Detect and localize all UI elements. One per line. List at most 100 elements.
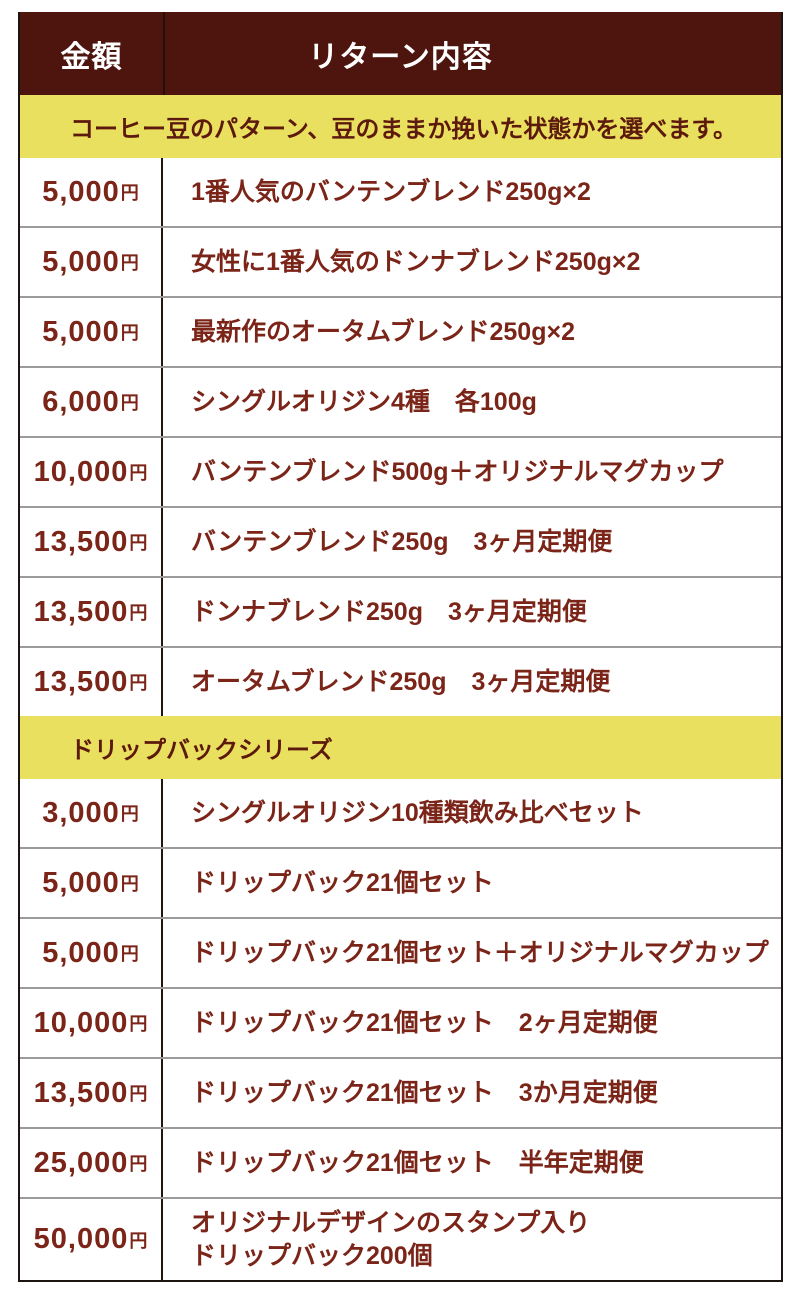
amount-cell: 5,000 円 [20,849,163,917]
amount-cell: 13,500 円 [20,1059,163,1127]
description-text: ドリップバック21個セット 3か月定期便 [191,1078,658,1107]
description-cell: ドリップバック21個セット 半年定期便 [163,1129,781,1197]
currency-suffix: 円 [120,253,139,273]
table-row: 13,500 円 バンテンブレンド250g 3ヶ月定期便 [20,506,781,576]
amount-value: 6,000 [42,385,120,418]
amount-cell: 50,000 円 [20,1199,163,1280]
description-text: 最新作のオータムブレンド250g×2 [191,317,575,346]
table-body: コーヒー豆のパターン、豆のままか挽いた状態かを選べます。 5,000 円 1番人気… [20,95,781,1280]
amount-column-header: 金額 [60,40,123,74]
description-text: ドリップバック21個セット [191,868,494,897]
description-text: ドリップバック21個セット 半年定期便 [191,1148,644,1177]
table-row: 25,000 円 ドリップバック21個セット 半年定期便 [20,1127,781,1197]
description-text: バンテンブレンド250g 3ヶ月定期便 [191,527,613,556]
description-cell: シングルオリジン4種 各100g [163,368,781,436]
description-text: バンテンブレンド500g＋オリジナルマグカップ [191,457,724,486]
table-section: コーヒー豆のパターン、豆のままか挽いた状態かを選べます。 5,000 円 1番人気… [20,95,781,716]
amount-cell: 5,000 円 [20,919,163,987]
currency-suffix: 円 [120,323,139,343]
table-row: 5,000 円 ドリップバック21個セット [20,847,781,917]
currency-suffix: 円 [129,673,148,693]
currency-suffix: 円 [129,603,148,623]
table-row: 13,500 円 ドリップバック21個セット 3か月定期便 [20,1057,781,1127]
amount-value: 13,500 [33,1076,129,1109]
description-cell: 最新作のオータムブレンド250g×2 [163,298,781,366]
table-row: 3,000 円 シングルオリジン10種類飲み比べセット [20,779,781,847]
description-text: ドリップバック21個セット 2ヶ月定期便 [191,1008,658,1037]
amount-value: 10,000 [33,1006,129,1039]
amount-cell: 10,000 円 [20,989,163,1057]
amount-cell: 13,500 円 [20,578,163,646]
currency-suffix: 円 [120,183,139,203]
table-row: 13,500 円 オータムブレンド250g 3ヶ月定期便 [20,646,781,716]
description-cell: 女性に1番人気のドンナブレンド250g×2 [163,228,781,296]
amount-value: 13,500 [33,525,129,558]
table-row: 10,000 円 バンテンブレンド500g＋オリジナルマグカップ [20,436,781,506]
description-text: 1番人気のバンテンブレンド250g×2 [191,177,591,206]
description-text: ドリップバック21個セット＋オリジナルマグカップ [191,938,769,967]
amount-value: 5,000 [42,175,120,208]
currency-suffix: 円 [129,1014,148,1034]
amount-value: 50,000 [33,1223,129,1255]
amount-value: 10,000 [33,455,129,488]
amount-value: 13,500 [33,665,129,698]
currency-suffix: 円 [129,1230,148,1251]
table-row: 5,000 円 1番人気のバンテンブレンド250g×2 [20,158,781,226]
description-cell: シングルオリジン10種類飲み比べセット [163,779,781,847]
amount-value: 5,000 [42,315,120,348]
amount-cell: 5,000 円 [20,158,163,226]
amount-cell: 25,000 円 [20,1129,163,1197]
table-section: ドリップバックシリーズ 3,000 円 シングルオリジン10種類飲み比べセット 5… [20,716,781,1280]
table-row: 10,000 円 ドリップバック21個セット 2ヶ月定期便 [20,987,781,1057]
description-text: シングルオリジン4種 各100g [191,387,537,416]
description-cell: ドリップバック21個セット [163,849,781,917]
description-text: ドンナブレンド250g 3ヶ月定期便 [191,597,587,626]
table-row: 5,000 円 最新作のオータムブレンド250g×2 [20,296,781,366]
description-cell: ドリップバック21個セット 3か月定期便 [163,1059,781,1127]
description-text: シングルオリジン10種類飲み比べセット [191,798,644,827]
table-row: 6,000 円 シングルオリジン4種 各100g [20,366,781,436]
amount-value: 5,000 [42,936,120,969]
currency-suffix: 円 [120,944,139,964]
amount-cell: 5,000 円 [20,228,163,296]
currency-suffix: 円 [129,1084,148,1104]
currency-suffix: 円 [129,463,148,483]
section-title: コーヒー豆のパターン、豆のままか挽いた状態かを選べます。 [20,95,781,158]
description-cell: バンテンブレンド500g＋オリジナルマグカップ [163,438,781,506]
currency-suffix: 円 [129,533,148,553]
returns-table: リターン内容 金額 コーヒー豆のパターン、豆のままか挽いた状態かを選べます。 5… [18,12,783,1282]
description-cell: オータムブレンド250g 3ヶ月定期便 [163,648,781,716]
amount-value: 5,000 [42,866,120,899]
amount-cell: 6,000 円 [20,368,163,436]
table-row: 13,500 円 ドンナブレンド250g 3ヶ月定期便 [20,576,781,646]
currency-suffix: 円 [129,1154,148,1174]
currency-suffix: 円 [120,874,139,894]
description-cell: ドリップバック21個セット 2ヶ月定期便 [163,989,781,1057]
amount-cell: 13,500 円 [20,648,163,716]
amount-cell: 3,000 円 [20,779,163,847]
section-rows: 5,000 円 1番人気のバンテンブレンド250g×2 5,000 円 女性に1番人… [20,158,781,716]
table-row: 50,000 円 オリジナルデザインのスタンプ入り ドリップバック200個 [20,1197,781,1280]
table-row: 5,000 円 ドリップバック21個セット＋オリジナルマグカップ [20,917,781,987]
description-cell: 1番人気のバンテンブレンド250g×2 [163,158,781,226]
amount-value: 3,000 [42,796,120,829]
amount-value: 13,500 [33,595,129,628]
amount-value: 25,000 [33,1146,129,1179]
currency-suffix: 円 [120,393,139,413]
description-cell: ドンナブレンド250g 3ヶ月定期便 [163,578,781,646]
table-header-row: リターン内容 金額 [20,12,781,95]
description-cell: ドリップバック21個セット＋オリジナルマグカップ [163,919,781,987]
section-rows: 3,000 円 シングルオリジン10種類飲み比べセット 5,000 円 ドリップバッ… [20,779,781,1280]
section-title: ドリップバックシリーズ [20,716,781,779]
header-column-divider [163,12,165,95]
description-text: 女性に1番人気のドンナブレンド250g×2 [191,247,641,276]
amount-value: 5,000 [42,245,120,278]
amount-cell: 5,000 円 [20,298,163,366]
amount-cell: 10,000 円 [20,438,163,506]
description-text: オリジナルデザインのスタンプ入り ドリップバック200個 [191,1209,591,1270]
amount-cell: 13,500 円 [20,508,163,576]
description-cell: オリジナルデザインのスタンプ入り ドリップバック200個 [163,1199,781,1280]
table-row: 5,000 円 女性に1番人気のドンナブレンド250g×2 [20,226,781,296]
description-text: オータムブレンド250g 3ヶ月定期便 [191,667,611,696]
currency-suffix: 円 [120,804,139,824]
